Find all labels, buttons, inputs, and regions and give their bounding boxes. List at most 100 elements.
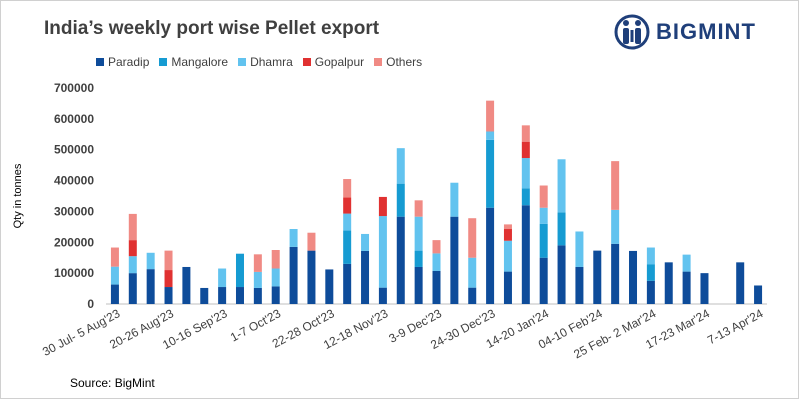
bar-paradip [450,216,459,304]
bar-dhamra [271,268,280,287]
bar-others [432,240,441,254]
source-note: Source: BigMint [70,376,155,390]
bar-paradip [146,269,155,304]
brand-name: BIGMINT [656,19,756,44]
bar-dhamra [539,207,548,224]
y-tick-label: 700000 [54,81,94,95]
legend-label: Others [386,55,423,69]
bar-dhamra [361,233,370,251]
bar-paradip [629,250,638,304]
bar-paradip [253,287,262,304]
bar-paradip [754,285,763,304]
y-tick-label: 300000 [54,204,94,218]
bigmint-logo-icon [614,14,650,50]
bar-paradip [307,250,316,304]
bar-paradip [486,207,495,304]
bar-dhamra [146,252,155,270]
bar-paradip [128,273,137,304]
bar-paradip [432,270,441,304]
bar-paradip [182,266,191,304]
bar-paradip [700,273,709,304]
bar-dhamra [432,253,441,271]
bar-others [521,125,530,142]
bar-paradip [646,280,655,304]
bar-gopalpur [521,141,530,159]
bar-dhamra [289,229,298,247]
y-tick-label: 100000 [54,266,94,280]
bar-paradip [611,243,620,304]
bigmint-logo [614,14,650,50]
bar-others [486,100,495,132]
bar-paradip [325,269,334,304]
legend-swatch [96,58,104,66]
y-tick-label: 0 [87,297,94,311]
y-tick-label: 500000 [54,143,94,157]
bar-paradip [378,287,387,304]
bar-others [110,247,119,267]
y-tick-label: 400000 [54,174,94,188]
bar-others [414,200,423,217]
bar-paradip [289,246,298,304]
bar-dhamra [253,271,262,288]
bar-mangalore [646,264,655,281]
legend-item: Others [374,55,422,69]
bar-paradip [414,266,423,304]
legend-label: Dhamra [250,55,293,69]
bar-mangalore [539,223,548,258]
x-tick-label: 30 Jul- 5 Aug'23 [40,306,123,359]
legend-item: Gopalpur [302,55,365,69]
legend-item: Dhamra [238,55,293,69]
y-tick-label: 200000 [54,235,94,249]
legend-item: Mangalore [159,55,228,69]
bar-mangalore [343,230,352,264]
bar-paradip [503,271,512,304]
bar-paradip [271,286,280,304]
chart-legend: Paradip Mangalore Dhamra Gopalpur Others [96,55,422,69]
bar-others [164,250,173,271]
x-tick-label: 7-13 Apr'24 [705,306,766,347]
bar-paradip [682,271,691,304]
bar-dhamra [110,266,119,285]
bar-paradip [539,257,548,304]
bar-gopalpur [343,197,352,214]
bar-mangalore [521,188,530,206]
bar-others [128,213,137,241]
bar-dhamra [521,158,530,189]
bar-dhamra [218,268,227,288]
bar-dhamra [575,231,584,267]
bar-dhamra [378,216,387,288]
bar-dhamra [343,213,352,231]
legend-swatch [159,58,168,66]
bar-mangalore [414,250,423,267]
bar-dhamra [557,159,566,213]
y-axis-label: Qty in tonnes [12,163,24,228]
bar-dhamra [682,254,691,272]
legend-label: Mangalore [171,55,229,69]
bar-dhamra [396,148,405,184]
bar-dhamra [128,256,137,274]
bar-gopalpur [378,196,387,217]
bar-others [271,250,280,269]
bar-dhamra [611,209,620,244]
bar-others [343,179,352,198]
bar-others [307,232,316,251]
bar-paradip [235,287,244,304]
bar-paradip [468,287,477,304]
bar-paradip [593,250,602,304]
legend-swatch [302,58,311,66]
y-tick-label: 600000 [54,112,94,126]
bar-paradip [164,287,173,304]
bar-mangalore [235,253,244,288]
bar-gopalpur [164,270,173,288]
bar-paradip [361,250,370,304]
legend-label: Gopalpur [314,55,365,69]
bar-gopalpur [128,240,137,257]
bar-others [611,161,620,210]
bar-paradip [110,284,119,304]
bar-paradip [521,205,530,304]
bar-paradip [575,266,584,304]
bar-dhamra [450,182,459,217]
bar-mangalore [486,139,495,208]
bar-others [539,185,548,208]
